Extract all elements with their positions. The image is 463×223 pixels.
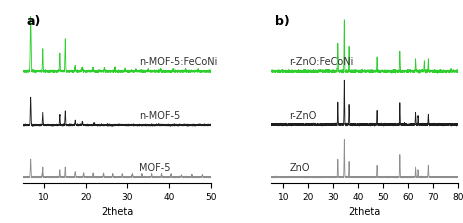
Text: MOF-5: MOF-5 — [139, 163, 171, 173]
X-axis label: 2theta: 2theta — [349, 207, 381, 217]
X-axis label: 2theta: 2theta — [101, 207, 133, 217]
Text: r-ZnO: r-ZnO — [289, 111, 317, 121]
Text: n-MOF-5: n-MOF-5 — [139, 111, 181, 121]
Text: n-MOF-5:FeCoNi: n-MOF-5:FeCoNi — [139, 57, 218, 67]
Text: r-ZnO:FeCoNi: r-ZnO:FeCoNi — [289, 57, 354, 67]
Text: ZnO: ZnO — [289, 163, 310, 173]
Text: b): b) — [275, 15, 289, 28]
Text: a): a) — [27, 15, 41, 28]
